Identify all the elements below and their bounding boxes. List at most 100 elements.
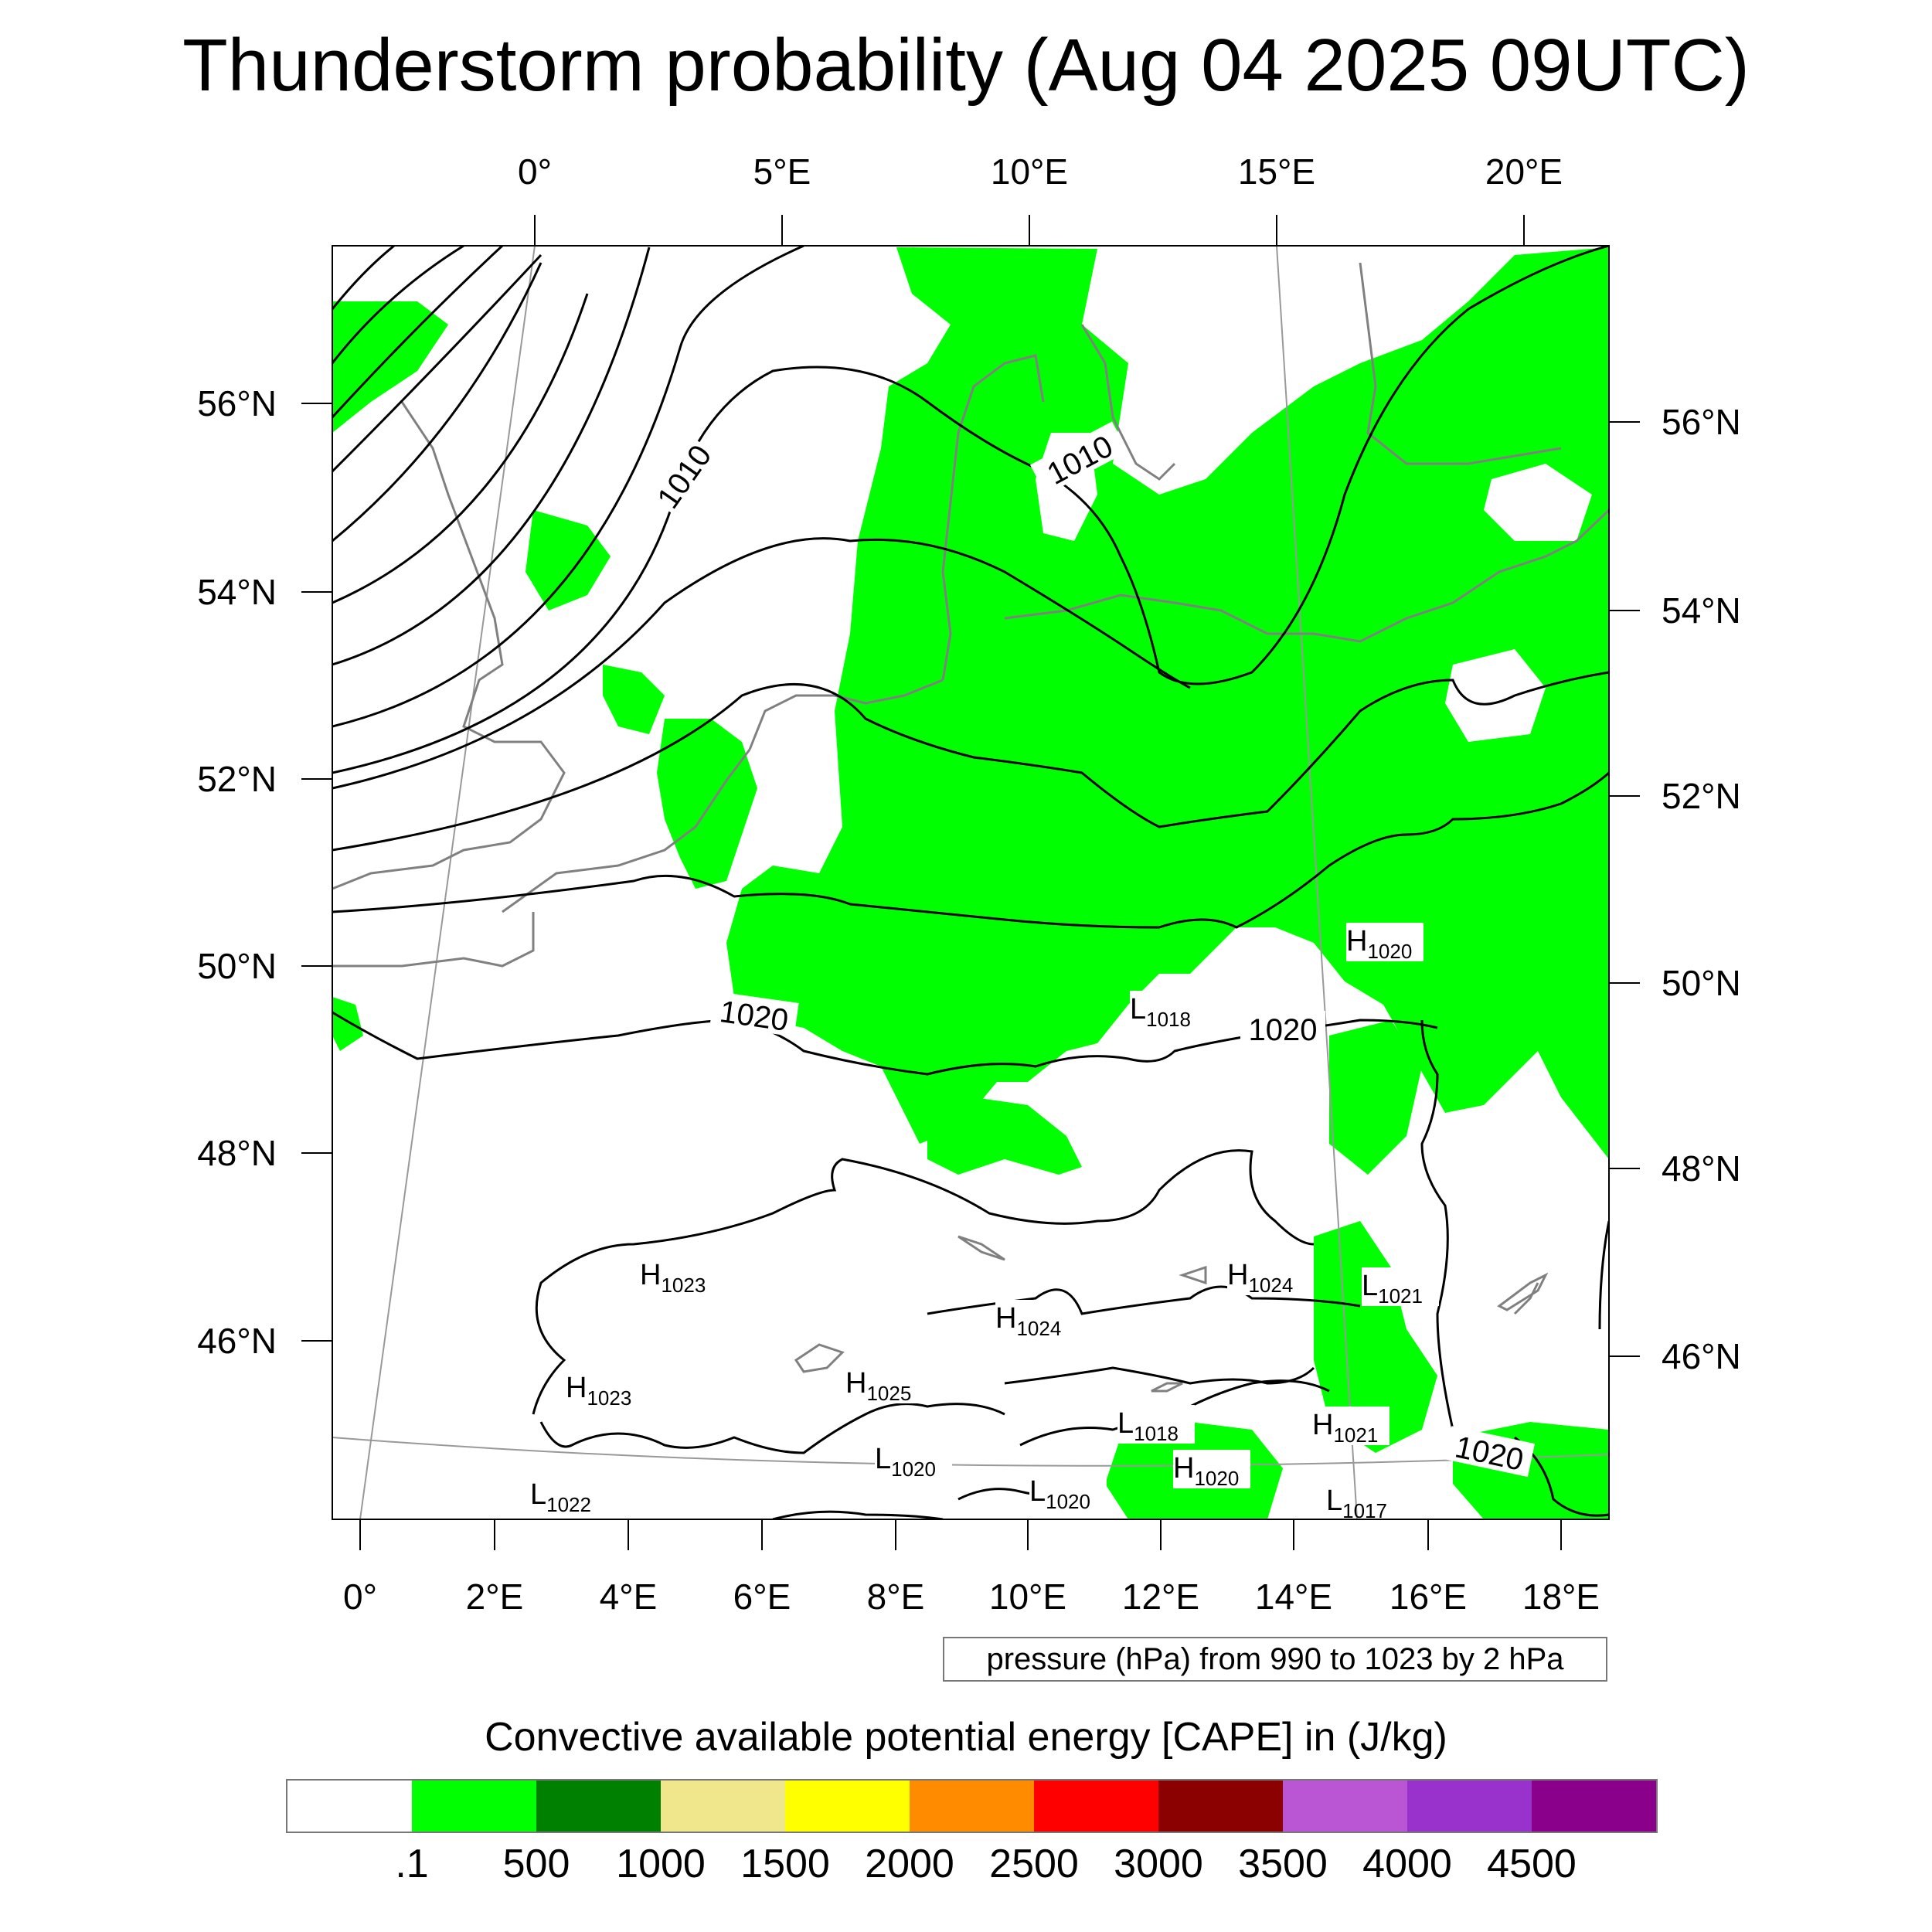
colorbar-label: 1000 bbox=[616, 1842, 706, 1886]
colorbar-labels: .1 500 1000 1500 2000 2500 3000 3500 400… bbox=[0, 1841, 1932, 1895]
pressure-center-value: 1023 bbox=[661, 1274, 706, 1297]
colorbar-label: 4000 bbox=[1362, 1842, 1452, 1886]
pressure-center-bg bbox=[1346, 923, 1423, 961]
coastline-netherlands bbox=[748, 679, 944, 750]
pressure-center: H1021 bbox=[1312, 1406, 1389, 1447]
graticule-meridian-15e bbox=[1276, 245, 1358, 1520]
pressure-center-bg bbox=[530, 1476, 607, 1515]
pressure-center-value: 1022 bbox=[546, 1493, 591, 1516]
colorbar-label: 3500 bbox=[1238, 1842, 1328, 1886]
coastline-sweden-south bbox=[1080, 324, 1176, 481]
contour-label: 1020 bbox=[1249, 1013, 1318, 1047]
right-lat-label: 48°N bbox=[1662, 1148, 1741, 1189]
pressure-center-type: H bbox=[995, 1302, 1016, 1335]
colorbar-box bbox=[1283, 1781, 1407, 1832]
pressure-center-type: L bbox=[1029, 1475, 1046, 1508]
top-lon-axis bbox=[534, 215, 1525, 246]
coastline-france-north bbox=[502, 749, 751, 913]
pressure-center-bg bbox=[566, 1369, 643, 1408]
pressure-center-type: L bbox=[1326, 1485, 1342, 1517]
top-lon-label: 10°E bbox=[991, 151, 1068, 192]
graticule-parallel-45n bbox=[332, 1437, 1610, 1467]
contour-label-bg bbox=[709, 991, 799, 1037]
bottom-lon-label: 12°E bbox=[1122, 1577, 1199, 1617]
cape-area-northsea-mid bbox=[526, 510, 611, 611]
coastline-lake-1 bbox=[1497, 1272, 1549, 1311]
left-lat-label: 46°N bbox=[197, 1321, 277, 1361]
pressure-center-type: L bbox=[1117, 1407, 1134, 1440]
bottom-lon-label: 16°E bbox=[1389, 1577, 1467, 1617]
pressure-center-bg bbox=[1312, 1406, 1389, 1445]
isobar-alps-2 bbox=[539, 1403, 1005, 1454]
pressure-center-bg bbox=[995, 1300, 1073, 1338]
pressure-center-bg bbox=[1130, 991, 1207, 1029]
cape-area-west-patch bbox=[332, 997, 363, 1051]
svg-text:H1023: H1023 bbox=[566, 1372, 631, 1410]
pressure-center: L1018 bbox=[1130, 991, 1207, 1031]
bottom-lon-label: 18°E bbox=[1522, 1577, 1600, 1617]
svg-text:H1020: H1020 bbox=[1346, 925, 1412, 963]
pressure-center-value: 1023 bbox=[587, 1386, 631, 1410]
isobar-1016 bbox=[332, 771, 1609, 929]
coastline-alpine-lakes bbox=[1151, 1265, 1207, 1393]
isobar-nw-6 bbox=[332, 293, 589, 604]
isobar-nw-5 bbox=[332, 262, 543, 543]
pressure-center-type: L bbox=[875, 1443, 891, 1475]
pressure-center: H1025 bbox=[845, 1365, 923, 1405]
pressure-center-value: 1024 bbox=[1248, 1274, 1293, 1297]
cape-area-lowlands bbox=[657, 719, 757, 889]
top-lon-label: 5°E bbox=[753, 151, 811, 192]
contour-label-bg bbox=[1240, 1011, 1325, 1045]
pressure-center-type: H bbox=[640, 1259, 661, 1291]
pressure-center-type: H bbox=[1346, 925, 1367, 957]
pressure-center-value: 1021 bbox=[1378, 1284, 1423, 1308]
colorbar-title: Convective available potential energy [C… bbox=[485, 1715, 1447, 1760]
colorbar-label: 3000 bbox=[1114, 1842, 1203, 1886]
bottom-lon-label: 2°E bbox=[466, 1577, 524, 1617]
pressure-center: L1017 bbox=[1326, 1485, 1387, 1522]
isobar-nw-7 bbox=[332, 247, 651, 666]
pressure-centers: H1020 L1018 H1023 H1024 L1021 H1024 H102… bbox=[530, 923, 1439, 1522]
colorbar-box bbox=[1158, 1781, 1283, 1832]
pressure-center: H1023 bbox=[640, 1259, 706, 1297]
contour-label-bg bbox=[1029, 421, 1128, 495]
colorbar-label: .1 bbox=[395, 1842, 429, 1886]
left-lat-label: 50°N bbox=[197, 946, 277, 986]
cape-gap-baltic bbox=[1368, 255, 1468, 325]
svg-text:L1018: L1018 bbox=[1117, 1407, 1179, 1445]
pressure-center-bg bbox=[1117, 1405, 1195, 1444]
pressure-center-type: H bbox=[566, 1372, 587, 1404]
isobar-south-1 bbox=[772, 1510, 944, 1519]
bottom-lon-label: 6°E bbox=[733, 1577, 791, 1617]
left-lat-label: 54°N bbox=[197, 572, 277, 612]
coastline-uk-east bbox=[332, 401, 566, 890]
right-lat-label: 52°N bbox=[1662, 776, 1741, 816]
pressure-center-type: L bbox=[1362, 1270, 1378, 1302]
contour-label-bg bbox=[647, 435, 718, 516]
pressure-center-value: 1017 bbox=[1342, 1499, 1387, 1522]
svg-text:H1020: H1020 bbox=[1173, 1452, 1239, 1490]
pressure-center-type: H bbox=[1173, 1452, 1194, 1485]
colorbar-box bbox=[287, 1781, 412, 1832]
pressure-center: L1022 bbox=[530, 1476, 607, 1516]
pressure-center: L1020 bbox=[875, 1440, 952, 1481]
left-lat-axis bbox=[301, 403, 332, 1342]
pressure-center-value: 1018 bbox=[1134, 1422, 1179, 1445]
colorbar-box bbox=[910, 1781, 1034, 1832]
pressure-center: H1020 bbox=[1173, 1450, 1250, 1490]
left-lat-labels: 56°N 54°N 52°N 50°N 48°N 46°N bbox=[197, 383, 277, 1361]
top-lon-labels: 0° 5°E 10°E 15°E 20°E bbox=[518, 151, 1563, 192]
colorbar-label: 2000 bbox=[865, 1842, 954, 1886]
isobar-1012 bbox=[332, 537, 1191, 790]
cape-area-southeast bbox=[1314, 1221, 1437, 1453]
colorbar-label: 2500 bbox=[989, 1842, 1079, 1886]
cape-fill-layer bbox=[332, 247, 1609, 1519]
colorbar-box bbox=[1532, 1781, 1656, 1832]
cape-area-north bbox=[912, 247, 1051, 325]
isobar-nw-4 bbox=[332, 253, 543, 473]
pressure-center-value: 1024 bbox=[1016, 1317, 1061, 1340]
colorbar-box bbox=[661, 1781, 785, 1832]
coastline-uk-south bbox=[332, 912, 535, 968]
pressure-center: L1018 bbox=[1117, 1405, 1195, 1445]
coastline-lake-constance bbox=[957, 1235, 1005, 1261]
